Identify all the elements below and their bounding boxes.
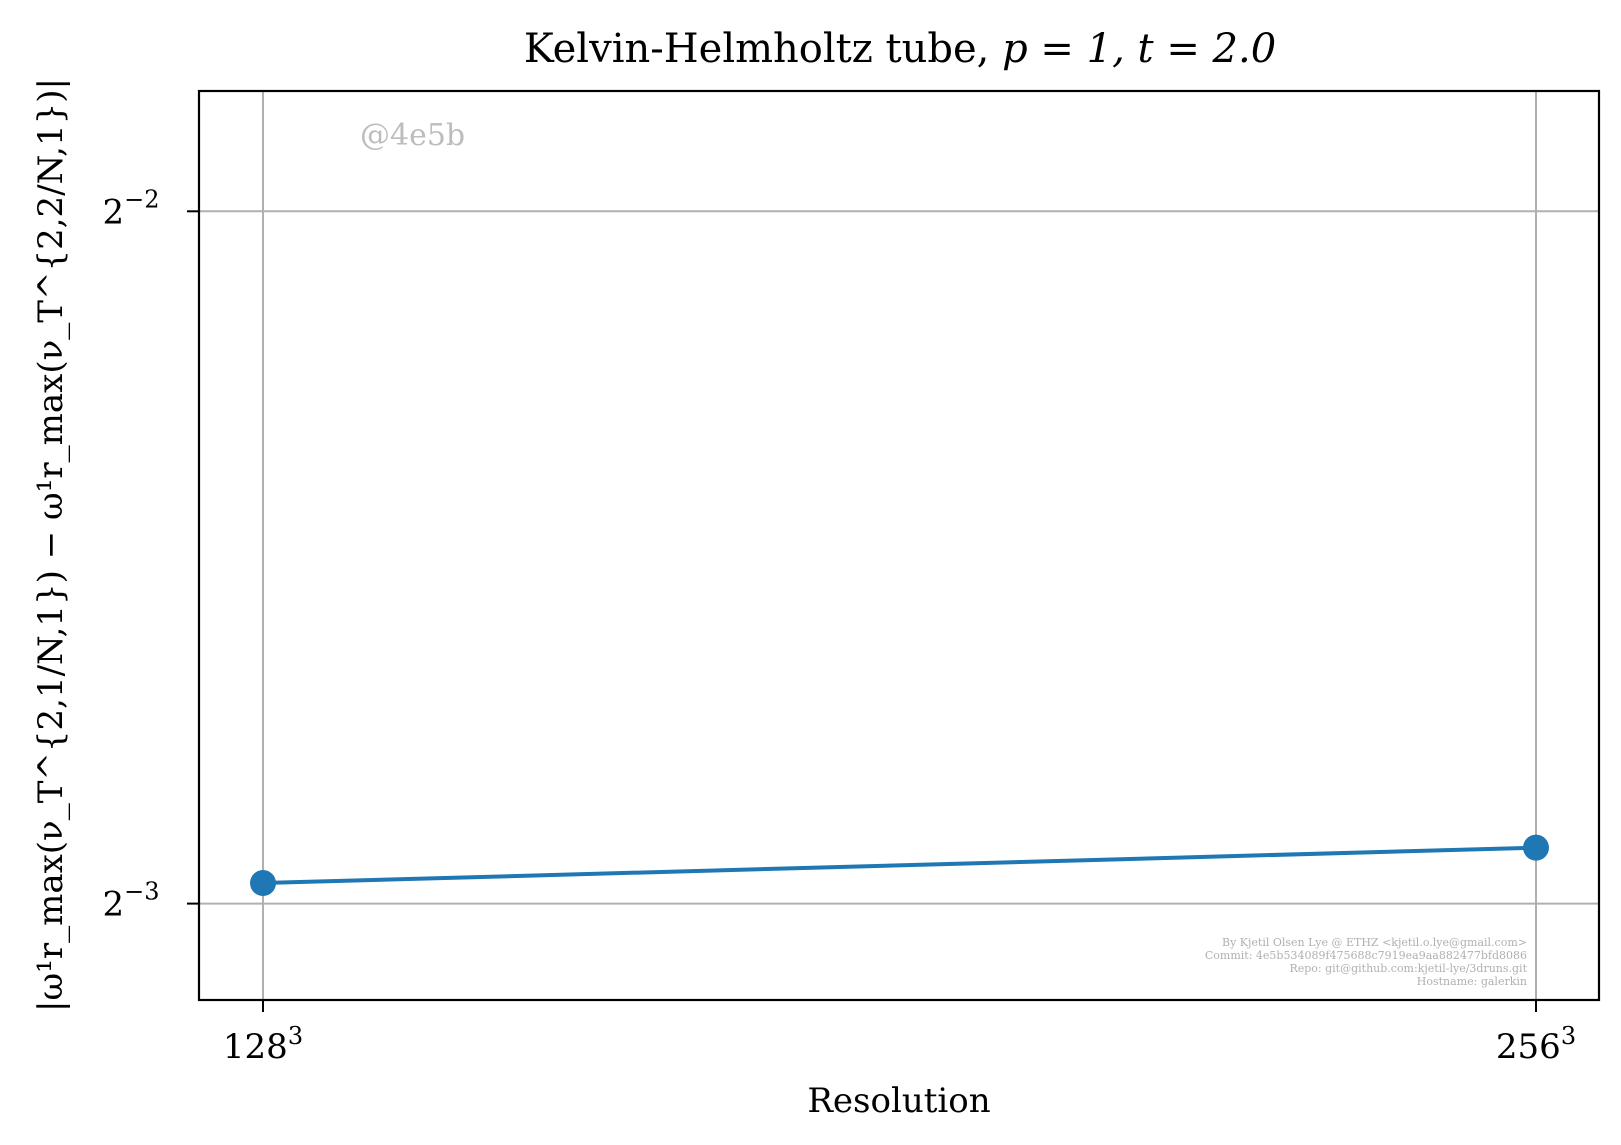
plot-frame	[197, 89, 1601, 1002]
x-axis-label: Resolution	[807, 1081, 990, 1121]
y-axis-label: |ω¹r_max(ν_T^{2,1/N,1}) − ω¹r_max(ν_T^{2…	[31, 78, 71, 1012]
credit-line: Repo: git@github.com:kjetil-lye/3druns.g…	[1289, 962, 1527, 975]
x-tick-label: 2563	[1496, 1022, 1576, 1067]
y-tick-label: 2−3	[102, 878, 159, 925]
credit-line: Hostname: galerkin	[1417, 975, 1527, 988]
watermark: @4e5b	[360, 118, 465, 153]
series-line	[262, 845, 1537, 886]
chart-title-math: p = 1, t = 2.0	[1002, 26, 1276, 72]
data-point	[250, 870, 276, 897]
credits: By Kjetil Olsen Lye @ ETHZ <kjetil.o.lye…	[1205, 936, 1528, 988]
chart-title: Kelvin-Helmholtz tube, p = 1, t = 2.0	[524, 26, 1276, 72]
series-group	[250, 834, 1549, 897]
data-point	[1523, 834, 1549, 861]
x-tick-label: 1283	[223, 1022, 303, 1067]
y-axis-ticks: 2−2 2−3	[102, 185, 199, 925]
chart-title-text: Kelvin-Helmholtz tube,	[524, 26, 1002, 72]
credit-line: By Kjetil Olsen Lye @ ETHZ <kjetil.o.lye…	[1222, 936, 1527, 949]
x-axis-ticks: 1283 2563	[223, 1000, 1576, 1067]
y-tick-label: 2−2	[102, 185, 159, 232]
credit-line: Commit: 4e5b534089f475688c7919ea9aa88247…	[1205, 949, 1527, 962]
